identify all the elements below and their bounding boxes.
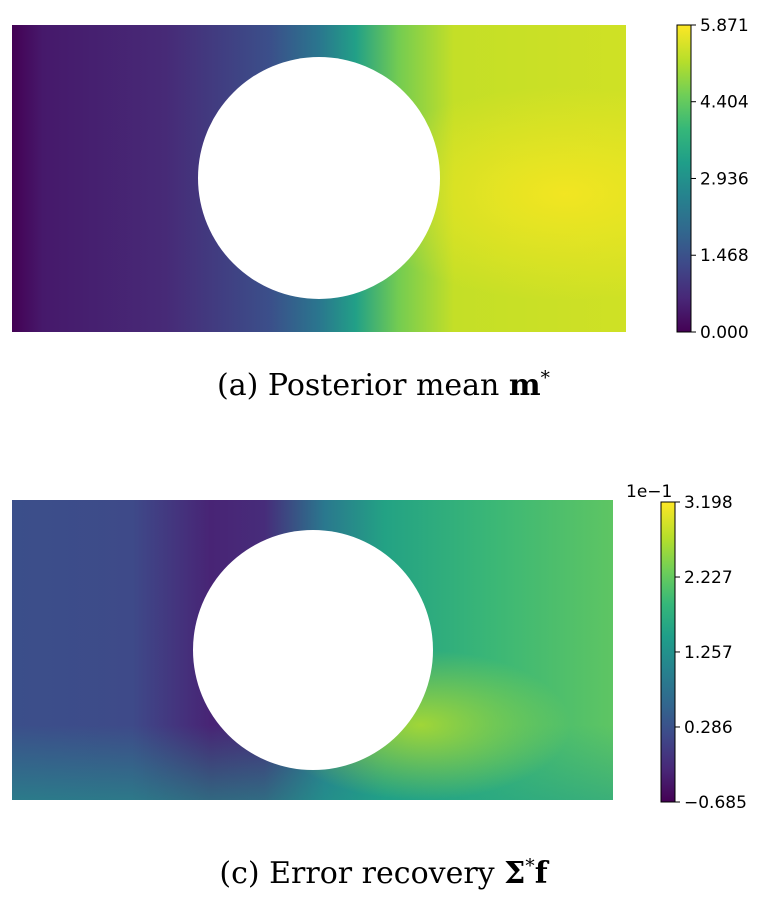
panel-error-recovery: 1e−1 −0.685 0.286 1.257 2.227 3.198 (c) Erro…: [0, 470, 767, 897]
colorbar-tick-label: 0.000: [700, 323, 749, 343]
caption-c: (c) Error recovery Σ*f: [0, 856, 767, 891]
colorbar-tick-label: 1.257: [684, 643, 733, 663]
colorbar-c-ticks: −0.685 0.286 1.257 2.227 3.198: [675, 493, 747, 813]
colorbar-a-ticks: 0.000 1.468 2.936 4.404 5.871: [691, 16, 749, 343]
caption-a: (a) Posterior mean m*: [0, 368, 767, 403]
caption-c-suffix: f: [534, 856, 548, 891]
caption-a-superscript: *: [540, 368, 550, 389]
caption-a-symbol: m: [508, 368, 541, 403]
caption-c-text: (c) Error recovery: [219, 856, 505, 891]
colorbar-tick-label: −0.685: [684, 793, 747, 813]
hole-a: [198, 57, 440, 299]
colorbar-tick-label: 5.871: [700, 16, 749, 36]
colorbar-tick-label: 0.286: [684, 718, 733, 738]
panel-posterior-mean: 0.000 1.468 2.936 4.404 5.871 (a) Posterior …: [0, 0, 767, 440]
colorbar-tick-label: 2.936: [700, 169, 749, 189]
colorbar-tick-label: 4.404: [700, 93, 749, 113]
hole-c: [193, 530, 433, 770]
caption-c-superscript: *: [525, 856, 535, 877]
colorbar-tick-label: 3.198: [684, 493, 733, 513]
colorbar-a: [676, 24, 692, 333]
caption-c-symbol: Σ: [504, 856, 526, 891]
heatmap-error-recovery: 1e−1 −0.685 0.286 1.257 2.227 3.198: [12, 482, 747, 813]
colorbar-tick-label: 1.468: [700, 246, 749, 266]
colorbar-c-offset: 1e−1: [626, 482, 672, 502]
heatmap-posterior-mean: 0.000 1.468 2.936 4.404 5.871: [12, 16, 749, 343]
colorbar-c: [660, 501, 676, 803]
caption-a-text: (a) Posterior mean: [217, 368, 509, 403]
colorbar-tick-label: 2.227: [684, 568, 733, 588]
